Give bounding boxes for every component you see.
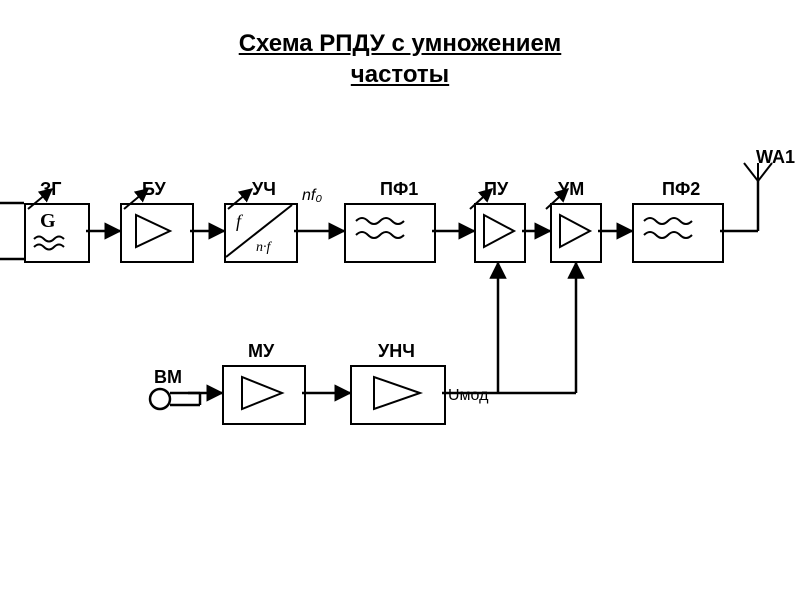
block-bu (120, 203, 194, 263)
block-unch (350, 365, 446, 425)
block-zg (24, 203, 90, 263)
label-um: УМ (558, 179, 584, 200)
block-mu (222, 365, 306, 425)
title-line-1: Схема РПДУ с умножением (239, 30, 562, 57)
page-title: Схема РПДУ с умножением частоты (0, 0, 800, 90)
label-unch: УНЧ (378, 341, 415, 362)
block-diagram: ЗГ БУ УЧ ПФ1 ПУ УМ ПФ2 ВМ МУ УНЧ WA1 nf₀… (0, 135, 800, 515)
label-bu: БУ (142, 179, 166, 200)
block-pf2 (632, 203, 724, 263)
block-pu (474, 203, 526, 263)
label-pf1: ПФ1 (380, 179, 418, 200)
label-pu: ПУ (484, 179, 508, 200)
block-um (550, 203, 602, 263)
signal-umod: Uмод (448, 387, 488, 405)
block-uch (224, 203, 298, 263)
signal-nf0: nf₀ (302, 187, 322, 205)
block-pf1 (344, 203, 436, 263)
label-pf2: ПФ2 (662, 179, 700, 200)
label-zg: ЗГ (40, 179, 61, 200)
label-bm: ВМ (154, 367, 182, 388)
title-line-2: частоты (351, 61, 449, 88)
label-mu: МУ (248, 341, 274, 362)
antenna-label: WA1 (756, 147, 795, 168)
label-uch: УЧ (252, 179, 276, 200)
